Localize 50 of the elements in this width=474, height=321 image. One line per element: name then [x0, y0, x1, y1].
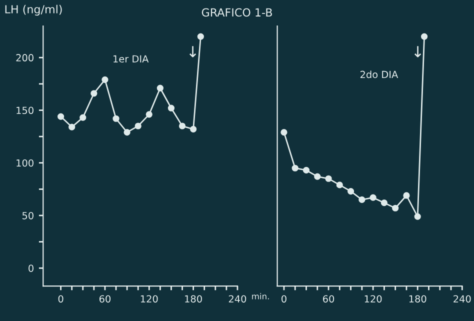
- point: [347, 188, 354, 195]
- y-tick-label: 200: [16, 54, 34, 62]
- point: [80, 114, 86, 121]
- x-tick-label: 120: [364, 295, 382, 303]
- point: [414, 213, 421, 220]
- point: [336, 182, 343, 188]
- point: [90, 90, 98, 97]
- x-tick-label: 120: [140, 295, 158, 303]
- point: [292, 164, 298, 172]
- point: [124, 129, 130, 136]
- point: [325, 175, 332, 182]
- point: [58, 113, 64, 120]
- point: [102, 76, 108, 83]
- x-tick-label: 0: [282, 295, 286, 303]
- y-tick-label: 150: [16, 106, 34, 114]
- point: [420, 33, 428, 40]
- x-tick-label: 240: [454, 295, 471, 303]
- point: [392, 204, 399, 212]
- y-tick-label: 0: [28, 264, 34, 272]
- point: [314, 173, 321, 180]
- y-axis-title: LH (ng/ml): [5, 4, 62, 16]
- annotation: 1er DIA: [114, 55, 149, 63]
- point: [197, 33, 204, 40]
- x-tick-label: 240: [228, 295, 246, 303]
- point: [370, 194, 376, 201]
- x-tick-label: 0: [58, 295, 64, 303]
- point: [112, 115, 120, 122]
- point: [280, 129, 288, 136]
- y-tick-label: 100: [16, 159, 34, 167]
- point: [68, 124, 76, 130]
- point: [380, 200, 388, 206]
- point: [156, 84, 164, 92]
- point: [358, 196, 366, 203]
- annotation: ↓: [414, 46, 422, 58]
- chart-title: GRAFICO 1-B: [202, 8, 272, 17]
- annotation: ↓: [190, 46, 196, 58]
- point: [178, 122, 186, 130]
- x-axis-title: min.: [252, 292, 269, 300]
- x-tick-label: 180: [409, 295, 426, 303]
- x-tick-label: 180: [185, 295, 202, 303]
- point: [168, 104, 175, 112]
- point: [146, 111, 152, 118]
- point: [302, 166, 310, 174]
- x-tick-label: 60: [99, 295, 111, 303]
- point: [134, 122, 142, 130]
- x-tick-label: 60: [323, 295, 334, 303]
- y-tick-label: 50: [22, 212, 34, 220]
- point: [190, 126, 197, 132]
- point: [403, 192, 410, 199]
- annotation: 2do DIA: [360, 70, 398, 78]
